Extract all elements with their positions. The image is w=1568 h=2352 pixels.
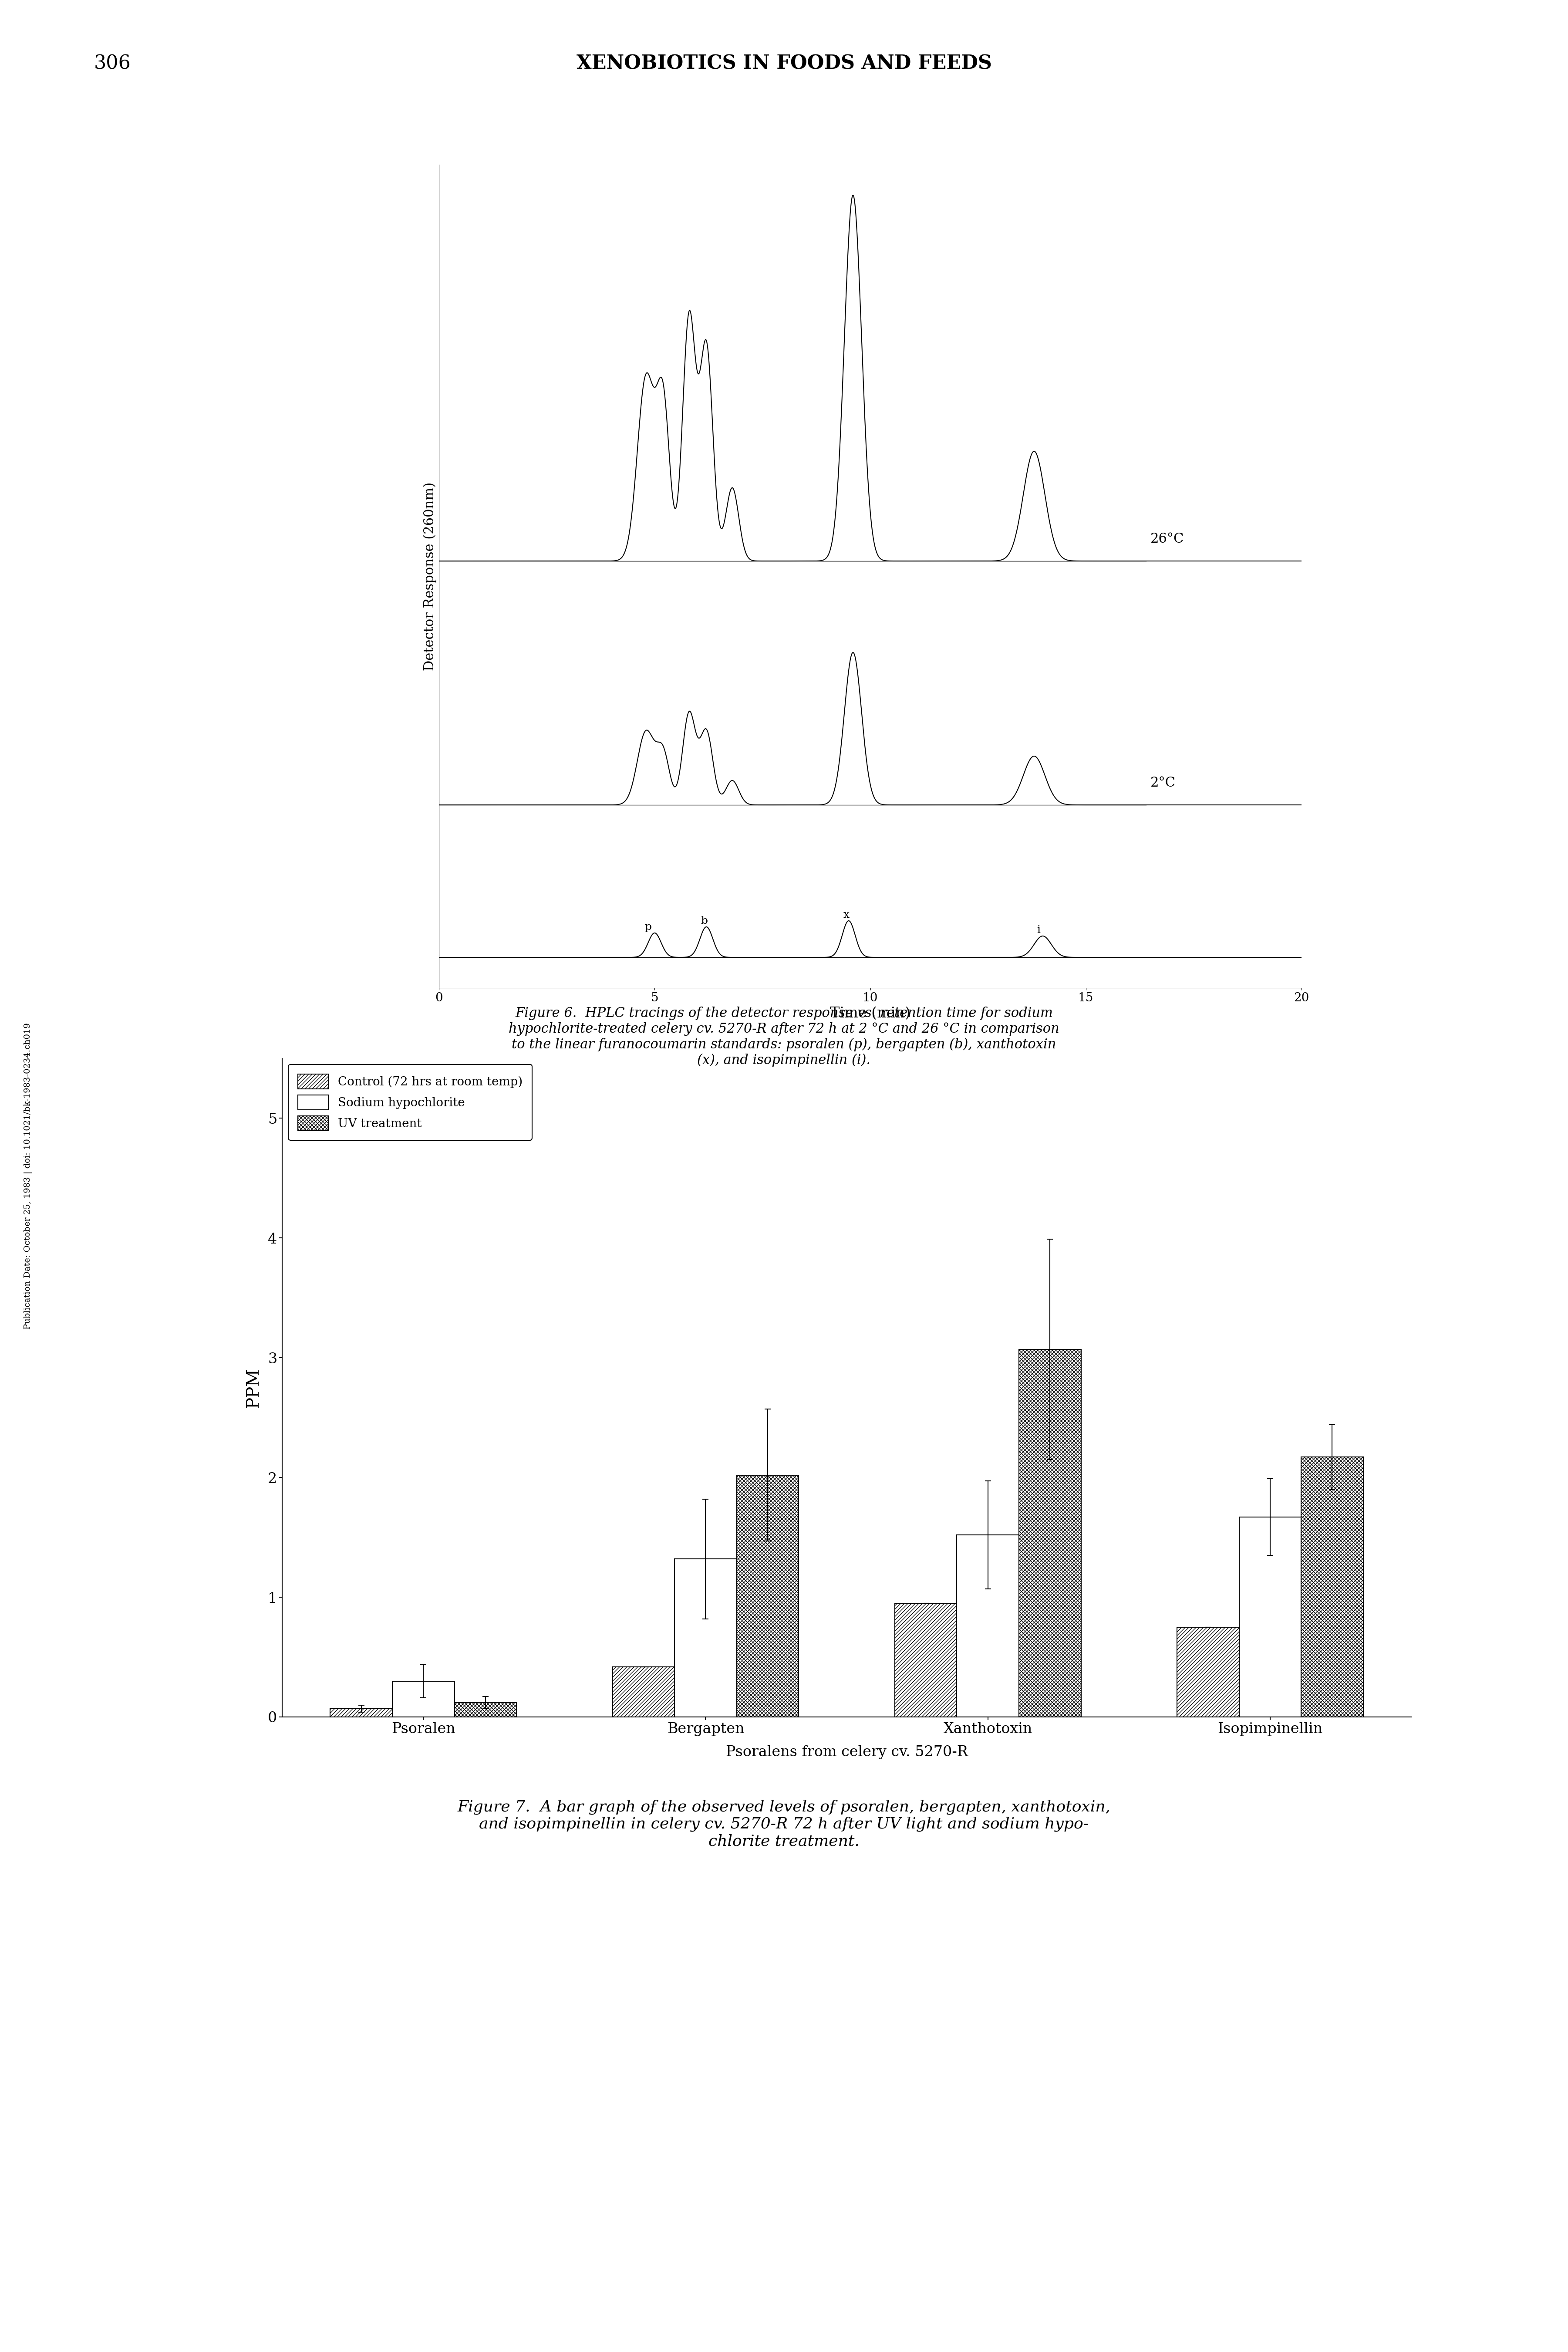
Text: Figure 7.  A bar graph of the observed levels of psoralen, bergapten, xanthotoxi: Figure 7. A bar graph of the observed le… bbox=[458, 1799, 1110, 1849]
Text: p: p bbox=[644, 922, 652, 931]
Text: 2°C: 2°C bbox=[1151, 776, 1176, 790]
Bar bbox=[331, 1708, 392, 1717]
Bar bbox=[895, 1604, 956, 1717]
Text: 26°C: 26°C bbox=[1151, 532, 1184, 546]
Bar bbox=[613, 1668, 674, 1717]
Text: x: x bbox=[844, 910, 850, 920]
Legend: Control (72 hrs at room temp), Sodium hypochlorite, UV treatment: Control (72 hrs at room temp), Sodium hy… bbox=[289, 1065, 532, 1141]
Bar bbox=[1019, 1350, 1080, 1717]
Text: b: b bbox=[701, 915, 707, 927]
Text: XENOBIOTICS IN FOODS AND FEEDS: XENOBIOTICS IN FOODS AND FEEDS bbox=[577, 54, 991, 73]
Bar bbox=[392, 1682, 455, 1717]
Bar bbox=[956, 1536, 1019, 1717]
Text: Psoralens from celery cv. 5270-R: Psoralens from celery cv. 5270-R bbox=[726, 1745, 967, 1759]
Text: Publication Date: October 25, 1983 | doi: 10.1021/bk-1983-0234.ch019: Publication Date: October 25, 1983 | doi… bbox=[24, 1023, 33, 1329]
Text: i: i bbox=[1036, 924, 1040, 936]
Bar bbox=[1301, 1458, 1363, 1717]
Bar bbox=[674, 1559, 737, 1717]
Bar bbox=[455, 1703, 516, 1717]
Bar bbox=[1239, 1517, 1301, 1717]
Bar bbox=[1178, 1628, 1239, 1717]
Y-axis label: Detector Response (260nm): Detector Response (260nm) bbox=[423, 482, 436, 670]
Text: Figure 6.  HPLC tracings of the detector response vs. retention time for sodium
: Figure 6. HPLC tracings of the detector … bbox=[508, 1007, 1060, 1068]
Bar bbox=[737, 1475, 798, 1717]
Text: 306: 306 bbox=[94, 54, 132, 73]
Y-axis label: PPM: PPM bbox=[246, 1367, 262, 1409]
X-axis label: Time (min): Time (min) bbox=[829, 1007, 911, 1021]
